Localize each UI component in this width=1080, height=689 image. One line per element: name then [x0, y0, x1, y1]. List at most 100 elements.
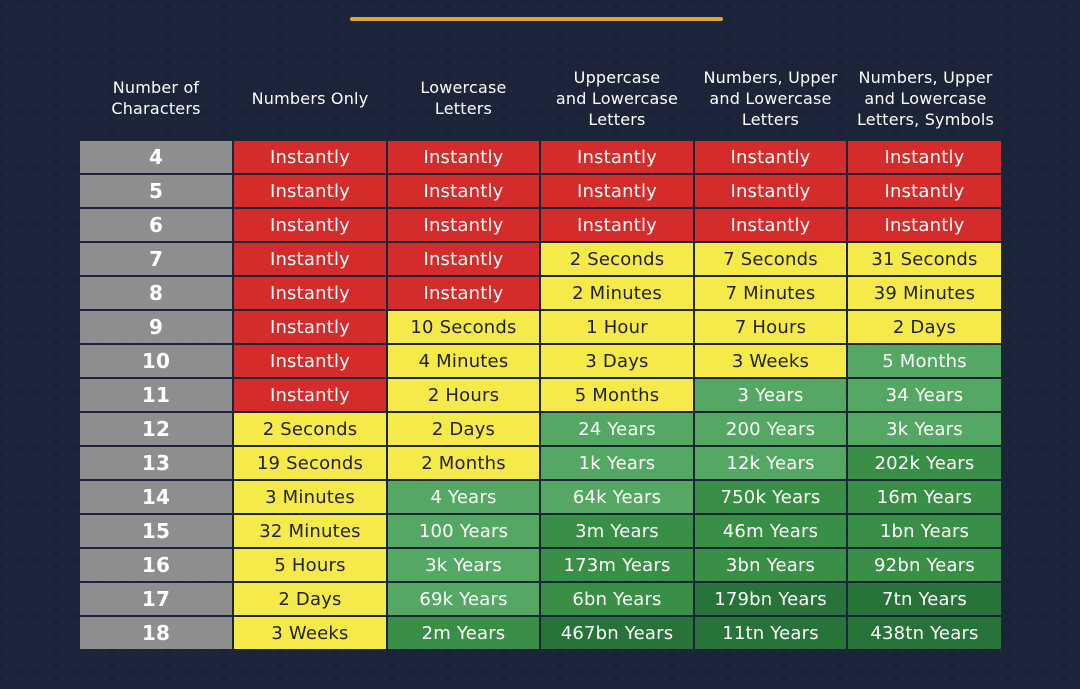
crack-time-cell: 7 Minutes — [695, 277, 846, 309]
character-count-cell: 11 — [80, 379, 232, 411]
character-count-cell: 15 — [80, 515, 232, 547]
crack-time-cell: 7tn Years — [848, 583, 1001, 615]
crack-time-cell: 4 Years — [388, 481, 539, 513]
crack-time-cell: 69k Years — [388, 583, 539, 615]
crack-time-cell: 92bn Years — [848, 549, 1001, 581]
header-number-of-characters: Number of Characters — [111, 78, 201, 118]
crack-time-cell: Instantly — [234, 379, 386, 411]
accent-line — [350, 17, 723, 21]
crack-time-cell: 5 Hours — [234, 549, 386, 581]
table-row: 5 Instantly Instantly Instantly Instantly Ins… — [80, 175, 1003, 207]
character-count-cell: 10 — [80, 345, 232, 377]
crack-time-cell: 19 Seconds — [234, 447, 386, 479]
table-row: 8 Instantly Instantly 2 Minutes 7 Minutes 39 … — [80, 277, 1003, 309]
character-count-cell: 4 — [80, 141, 232, 173]
header-numbers-upper-lowercase: Numbers, Upper and Lowercase Letters — [703, 67, 838, 129]
crack-time-cell: 32 Minutes — [234, 515, 386, 547]
crack-time-cell: 2 Seconds — [234, 413, 386, 445]
crack-time-cell: 10 Seconds — [388, 311, 539, 343]
character-count-cell: 13 — [80, 447, 232, 479]
crack-time-cell: Instantly — [541, 209, 693, 241]
table-row: 17 2 Days 69k Years 6bn Years 179bn Years 7tn… — [80, 583, 1003, 615]
character-count-cell: 7 — [80, 243, 232, 275]
crack-time-cell: 2 Seconds — [541, 243, 693, 275]
crack-time-cell: 3bn Years — [695, 549, 846, 581]
table-row: 9 Instantly 10 Seconds 1 Hour 7 Hours 2 Days — [80, 311, 1003, 343]
crack-time-cell: 3k Years — [848, 413, 1001, 445]
crack-time-cell: Instantly — [695, 209, 846, 241]
crack-time-cell: 5 Months — [541, 379, 693, 411]
crack-time-cell: Instantly — [695, 141, 846, 173]
crack-time-cell: Instantly — [388, 175, 539, 207]
crack-time-cell: Instantly — [848, 175, 1001, 207]
crack-time-cell: 64k Years — [541, 481, 693, 513]
table-row: 15 32 Minutes 100 Years 3m Years 46m Years 1b… — [80, 515, 1003, 547]
crack-time-cell: 3 Weeks — [234, 617, 386, 649]
crack-time-cell: Instantly — [388, 141, 539, 173]
character-count-cell: 8 — [80, 277, 232, 309]
character-count-cell: 12 — [80, 413, 232, 445]
crack-time-cell: Instantly — [234, 175, 386, 207]
table-row: 7 Instantly Instantly 2 Seconds 7 Seconds 31 … — [80, 243, 1003, 275]
crack-time-cell: Instantly — [234, 345, 386, 377]
crack-time-cell: Instantly — [848, 141, 1001, 173]
crack-time-cell: Instantly — [234, 311, 386, 343]
crack-time-cell: Instantly — [541, 141, 693, 173]
header-numbers-only: Numbers Only — [251, 88, 369, 108]
crack-time-cell: 24 Years — [541, 413, 693, 445]
crack-time-cell: Instantly — [388, 209, 539, 241]
crack-time-cell: 12k Years — [695, 447, 846, 479]
crack-time-cell: 3 Years — [695, 379, 846, 411]
crack-time-cell: 100 Years — [388, 515, 539, 547]
crack-time-cell: 1 Hour — [541, 311, 693, 343]
crack-time-cell: Instantly — [695, 175, 846, 207]
character-count-cell: 14 — [80, 481, 232, 513]
table-row: 13 19 Seconds 2 Months 1k Years 12k Years 202… — [80, 447, 1003, 479]
crack-time-cell: 3k Years — [388, 549, 539, 581]
crack-time-cell: Instantly — [388, 243, 539, 275]
crack-time-cell: 438tn Years — [848, 617, 1001, 649]
crack-time-cell: 39 Minutes — [848, 277, 1001, 309]
crack-time-cell: Instantly — [848, 209, 1001, 241]
table-row: 6 Instantly Instantly Instantly Instantly Ins… — [80, 209, 1003, 241]
header-numbers-upper-lowercase-symbols: Numbers, Upper and Lowercase Letters, Sy… — [856, 67, 995, 129]
crack-time-cell: 179bn Years — [695, 583, 846, 615]
crack-time-cell: 3 Weeks — [695, 345, 846, 377]
crack-time-cell: Instantly — [234, 209, 386, 241]
crack-time-cell: 750k Years — [695, 481, 846, 513]
character-count-cell: 16 — [80, 549, 232, 581]
character-count-cell: 6 — [80, 209, 232, 241]
crack-time-cell: Instantly — [388, 277, 539, 309]
crack-time-cell: 2 Days — [848, 311, 1001, 343]
crack-time-cell: 467bn Years — [541, 617, 693, 649]
crack-time-cell: Instantly — [234, 277, 386, 309]
crack-time-cell: 34 Years — [848, 379, 1001, 411]
crack-time-cell: 3 Minutes — [234, 481, 386, 513]
crack-time-cell: 11tn Years — [695, 617, 846, 649]
crack-time-cell: 3 Days — [541, 345, 693, 377]
crack-time-cell: 7 Hours — [695, 311, 846, 343]
crack-time-cell: 16m Years — [848, 481, 1001, 513]
crack-time-cell: Instantly — [541, 175, 693, 207]
crack-time-cell: 1bn Years — [848, 515, 1001, 547]
crack-time-cell: 4 Minutes — [388, 345, 539, 377]
crack-time-cell: 46m Years — [695, 515, 846, 547]
table-row: 4 Instantly Instantly Instantly Instantly Ins… — [80, 141, 1003, 173]
table-header: Number of Characters Numbers Only Lowerc… — [0, 58, 1080, 138]
crack-time-cell: 5 Months — [848, 345, 1001, 377]
table-row: 12 2 Seconds 2 Days 24 Years 200 Years 3k Yea… — [80, 413, 1003, 445]
password-crack-time-table: 4 Instantly Instantly Instantly Instantly Ins… — [80, 141, 1003, 651]
character-count-cell: 9 — [80, 311, 232, 343]
character-count-cell: 18 — [80, 617, 232, 649]
crack-time-cell: 2m Years — [388, 617, 539, 649]
crack-time-cell: 3m Years — [541, 515, 693, 547]
crack-time-cell: 200 Years — [695, 413, 846, 445]
table-row: 10 Instantly 4 Minutes 3 Days 3 Weeks 5 Month… — [80, 345, 1003, 377]
crack-time-cell: Instantly — [234, 141, 386, 173]
crack-time-cell: 31 Seconds — [848, 243, 1001, 275]
crack-time-cell: 2 Minutes — [541, 277, 693, 309]
crack-time-cell: 1k Years — [541, 447, 693, 479]
crack-time-cell: 202k Years — [848, 447, 1001, 479]
crack-time-cell: 6bn Years — [541, 583, 693, 615]
crack-time-cell: 2 Days — [388, 413, 539, 445]
